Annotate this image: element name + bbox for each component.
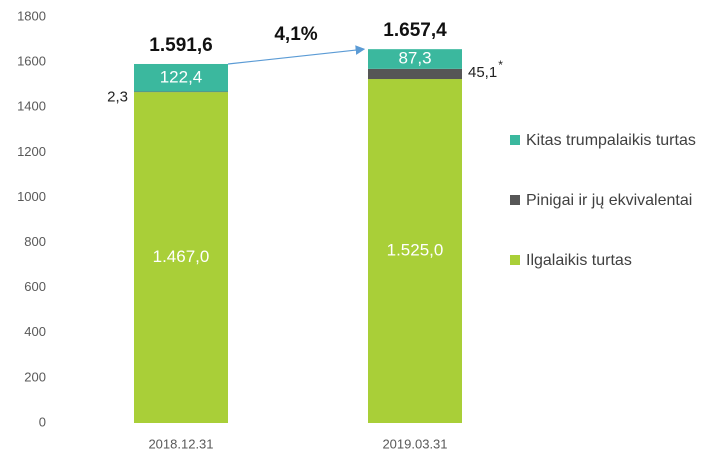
data-label: 1.467,0 xyxy=(153,247,210,266)
y-tick-label: 200 xyxy=(24,369,46,384)
total-label: 1.591,6 xyxy=(149,35,212,56)
y-tick-label: 600 xyxy=(24,279,46,294)
data-label: 45,1 xyxy=(468,64,497,81)
bar-segment xyxy=(368,49,462,69)
bar-segment xyxy=(368,68,462,80)
legend-swatch xyxy=(510,255,520,265)
x-tick-label: 2019.03.31 xyxy=(382,436,447,451)
legend-swatch xyxy=(510,135,520,145)
legend-label: Ilgalaikis turtas xyxy=(526,252,632,269)
legend-swatch xyxy=(510,195,520,205)
data-label: 2,3 xyxy=(107,89,128,106)
y-tick-label: 1400 xyxy=(17,99,46,114)
y-tick-label: 0 xyxy=(39,414,46,429)
legend-label: Kitas trumpalaikis turtas xyxy=(526,132,696,149)
growth-label: 4,1% xyxy=(274,24,317,45)
y-tick-label: 1200 xyxy=(17,144,46,159)
bar-segment xyxy=(134,92,228,424)
y-tick-label: 1800 xyxy=(17,8,46,23)
legend-label: Pinigai ir jų ekvivalentai xyxy=(526,192,693,209)
legend-item: Kitas trumpalaikis turtas xyxy=(510,130,701,151)
legend-item: Pinigai ir jų ekvivalentai xyxy=(510,190,701,211)
bar-segment xyxy=(368,79,462,424)
x-tick-label: 2018.12.31 xyxy=(148,436,213,451)
legend-item: Ilgalaikis turtas xyxy=(510,250,701,271)
data-label: 87,3 xyxy=(398,48,431,67)
data-label: 122,4 xyxy=(160,67,203,86)
bar-segment xyxy=(134,63,228,92)
total-label: 1.657,4 xyxy=(383,20,447,41)
y-tick-label: 1600 xyxy=(17,54,46,69)
y-tick-label: 400 xyxy=(24,324,46,339)
footnote-mark: * xyxy=(498,58,503,72)
bar-segment xyxy=(134,91,228,93)
growth-arrow xyxy=(227,45,366,65)
y-tick-label: 1000 xyxy=(17,189,46,204)
y-tick-label: 800 xyxy=(24,234,46,249)
data-label: 1.525,0 xyxy=(387,240,444,259)
